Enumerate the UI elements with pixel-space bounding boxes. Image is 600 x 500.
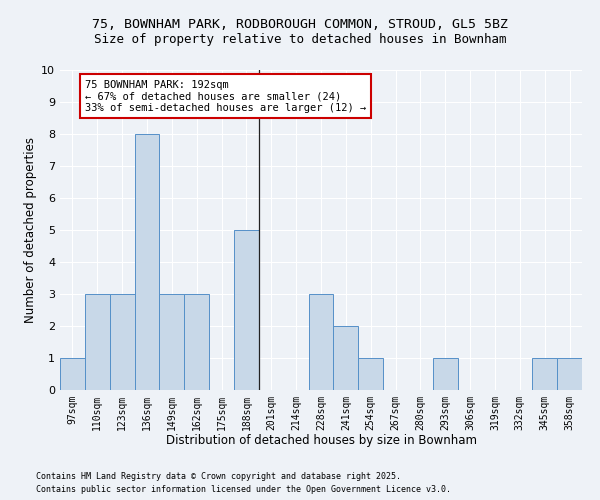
Bar xyxy=(134,134,160,390)
Bar xyxy=(110,294,134,390)
Text: Contains HM Land Registry data © Crown copyright and database right 2025.: Contains HM Land Registry data © Crown c… xyxy=(36,472,401,481)
Text: Size of property relative to detached houses in Bownham: Size of property relative to detached ho… xyxy=(94,32,506,46)
Bar xyxy=(358,358,383,390)
X-axis label: Distribution of detached houses by size in Bownham: Distribution of detached houses by size … xyxy=(166,434,476,448)
Y-axis label: Number of detached properties: Number of detached properties xyxy=(24,137,37,323)
Bar xyxy=(184,294,209,390)
Bar xyxy=(60,358,85,390)
Bar xyxy=(160,294,184,390)
Bar xyxy=(234,230,259,390)
Text: 75 BOWNHAM PARK: 192sqm
← 67% of detached houses are smaller (24)
33% of semi-de: 75 BOWNHAM PARK: 192sqm ← 67% of detache… xyxy=(85,80,366,113)
Bar xyxy=(532,358,557,390)
Bar xyxy=(557,358,582,390)
Bar xyxy=(308,294,334,390)
Bar xyxy=(85,294,110,390)
Bar xyxy=(433,358,458,390)
Text: Contains public sector information licensed under the Open Government Licence v3: Contains public sector information licen… xyxy=(36,485,451,494)
Bar xyxy=(334,326,358,390)
Text: 75, BOWNHAM PARK, RODBOROUGH COMMON, STROUD, GL5 5BZ: 75, BOWNHAM PARK, RODBOROUGH COMMON, STR… xyxy=(92,18,508,30)
